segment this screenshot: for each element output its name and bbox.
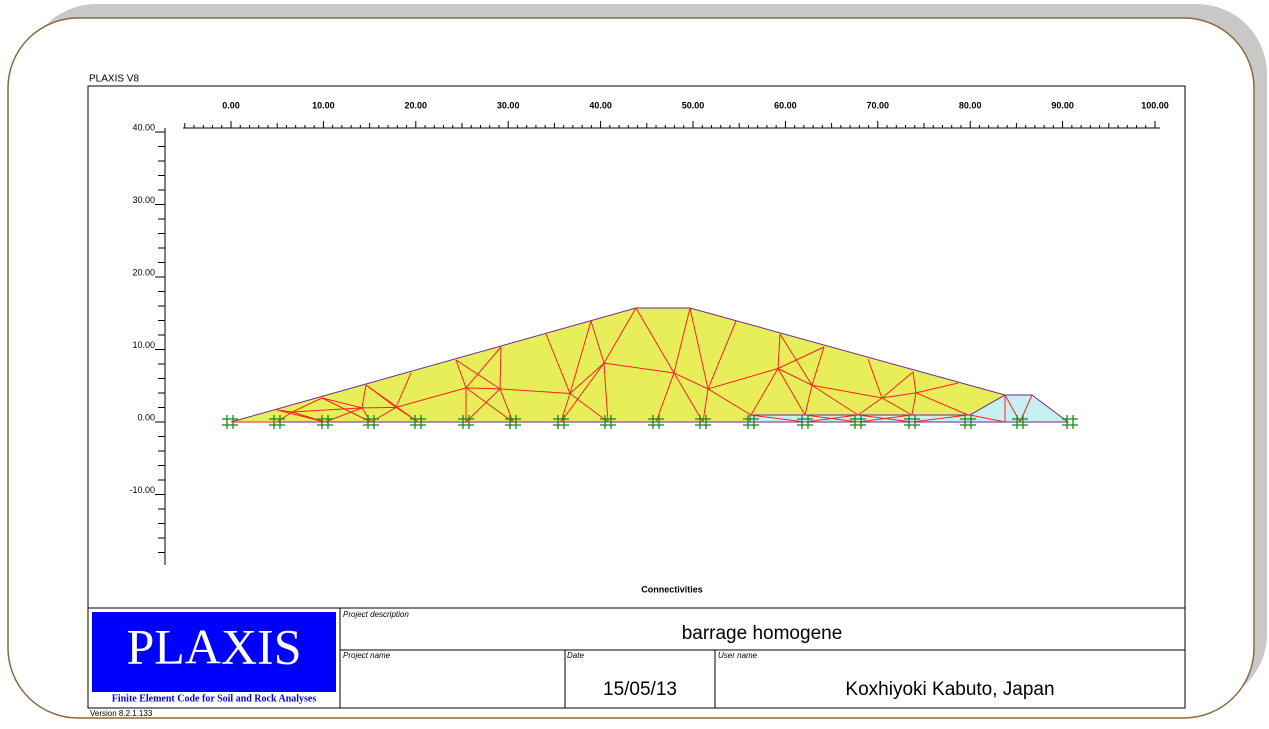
version: Version 8.2.1.133 <box>90 709 153 718</box>
y-axis-label: 0.00 <box>137 412 155 422</box>
x-axis-label: 50.00 <box>682 100 705 110</box>
y-axis-label: 30.00 <box>132 195 155 205</box>
x-axis-label: 90.00 <box>1051 100 1074 110</box>
logo: PLAXIS <box>126 618 301 674</box>
x-axis-label: 30.00 <box>497 100 520 110</box>
logo-subtitle: Finite Element Code for Soil and Rock An… <box>112 693 317 704</box>
x-axis-label: 70.00 <box>867 100 890 110</box>
x-axis-label: 40.00 <box>589 100 612 110</box>
field-label: Date <box>567 651 584 660</box>
date: 15/05/13 <box>603 679 677 700</box>
y-axis-label: 10.00 <box>132 340 155 350</box>
caption: Connectivities <box>641 584 703 594</box>
field-label: Project description <box>343 610 409 619</box>
y-axis-label: 20.00 <box>132 267 155 277</box>
x-axis-label: 60.00 <box>774 100 797 110</box>
y-axis-label: 40.00 <box>132 122 155 132</box>
field-label: User name <box>718 651 758 660</box>
x-axis-label: 0.00 <box>222 100 240 110</box>
field-label: Project name <box>343 651 391 660</box>
app-title: PLAXIS V8 <box>89 74 139 85</box>
y-axis-label: -10.00 <box>129 485 155 495</box>
x-axis-label: 100.00 <box>1141 100 1169 110</box>
x-axis-label: 10.00 <box>312 100 335 110</box>
x-axis-label: 80.00 <box>959 100 982 110</box>
x-axis-label: 20.00 <box>405 100 428 110</box>
user-name: Koxhiyoki Kabuto, Japan <box>845 679 1054 700</box>
project-description: barrage homogene <box>682 623 843 644</box>
